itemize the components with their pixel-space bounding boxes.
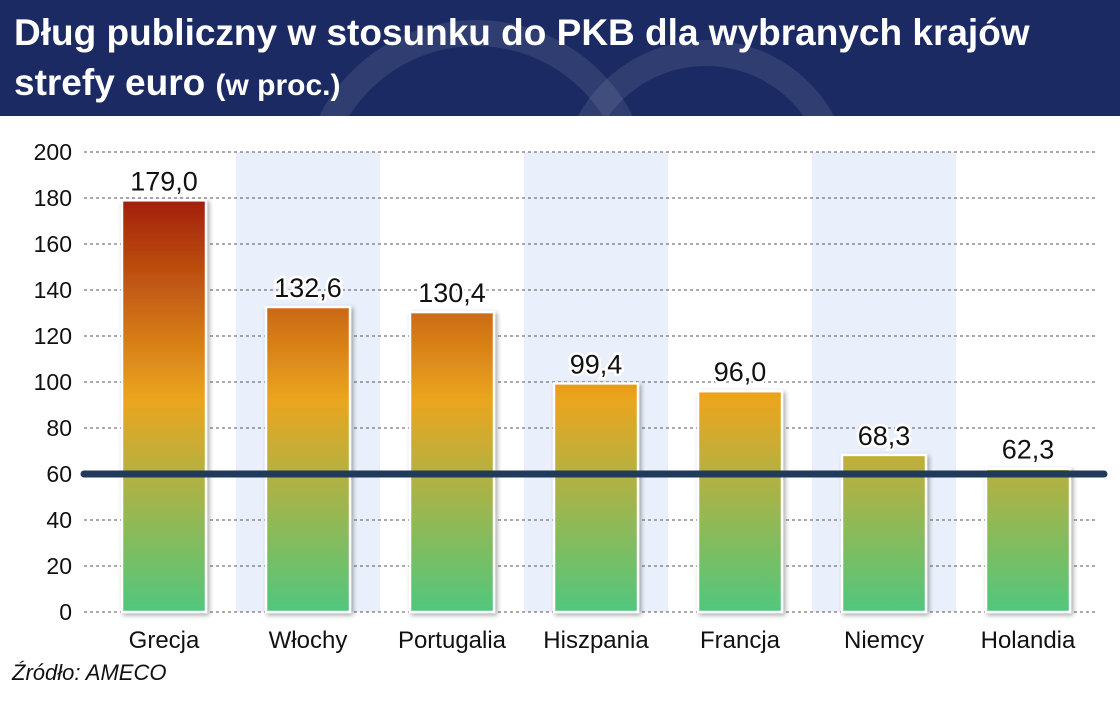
bar-value-label: 179,0 bbox=[130, 166, 198, 196]
y-tick-label: 120 bbox=[34, 323, 72, 349]
bar-value-label: 96,0 bbox=[714, 357, 767, 387]
source-note: Źródło: AMECO bbox=[12, 660, 167, 685]
x-category-label: Włochy bbox=[269, 627, 348, 654]
bar-francja bbox=[696, 389, 784, 614]
y-tick-label: 140 bbox=[34, 277, 72, 303]
y-tick-label: 200 bbox=[34, 139, 72, 165]
bar-value-label: 99,4 bbox=[570, 349, 623, 379]
chart-title: Dług publiczny w stosunku do PKB dla wyb… bbox=[14, 8, 1104, 111]
chart-title-text: Dług publiczny w stosunku do PKB dla wyb… bbox=[14, 12, 1030, 103]
bar-hiszpania bbox=[552, 382, 640, 614]
bar-value-label: 62,3 bbox=[1002, 435, 1055, 465]
y-tick-label: 180 bbox=[34, 185, 72, 211]
bar-grecja bbox=[120, 199, 208, 614]
x-category-label: Hiszpania bbox=[543, 627, 649, 654]
x-category-label: Francja bbox=[700, 627, 781, 654]
x-category-label: Portugalia bbox=[398, 627, 507, 654]
chart-header: Dług publiczny w stosunku do PKB dla wyb… bbox=[0, 0, 1120, 116]
bar-holandia bbox=[984, 467, 1072, 614]
bar-value-label: 132,6 bbox=[274, 273, 342, 303]
bar-portugalia bbox=[408, 310, 496, 614]
y-tick-label: 80 bbox=[46, 415, 72, 441]
y-tick-label: 20 bbox=[46, 553, 72, 579]
bar-niemcy bbox=[840, 453, 928, 614]
chart-unit: (w proc.) bbox=[215, 69, 341, 102]
bar-value-label: 130,4 bbox=[418, 278, 486, 308]
y-axis: 0 20 40 60 80 100 120 140 160 180 200 bbox=[34, 139, 72, 625]
x-axis: Grecja Włochy Portugalia Hiszpania Francja Ni… bbox=[129, 627, 1076, 654]
y-tick-label: 100 bbox=[34, 369, 72, 395]
y-tick-label: 40 bbox=[46, 507, 72, 533]
bars: 179,0 132,6 130,4 99,4 96,0 68,3 62,3 bbox=[120, 164, 1072, 614]
x-category-label: Grecja bbox=[129, 627, 200, 654]
y-tick-label: 160 bbox=[34, 231, 72, 257]
bar-value-label: 68,3 bbox=[858, 421, 911, 451]
y-tick-label: 0 bbox=[59, 599, 72, 625]
y-tick-label: 60 bbox=[46, 461, 72, 487]
bar-chart: 0 20 40 60 80 100 120 140 160 180 200 179,0 132,6 13… bbox=[34, 139, 1108, 654]
bar-włochy bbox=[264, 305, 352, 614]
x-category-label: Niemcy bbox=[844, 627, 924, 654]
x-category-label: Holandia bbox=[981, 627, 1076, 654]
